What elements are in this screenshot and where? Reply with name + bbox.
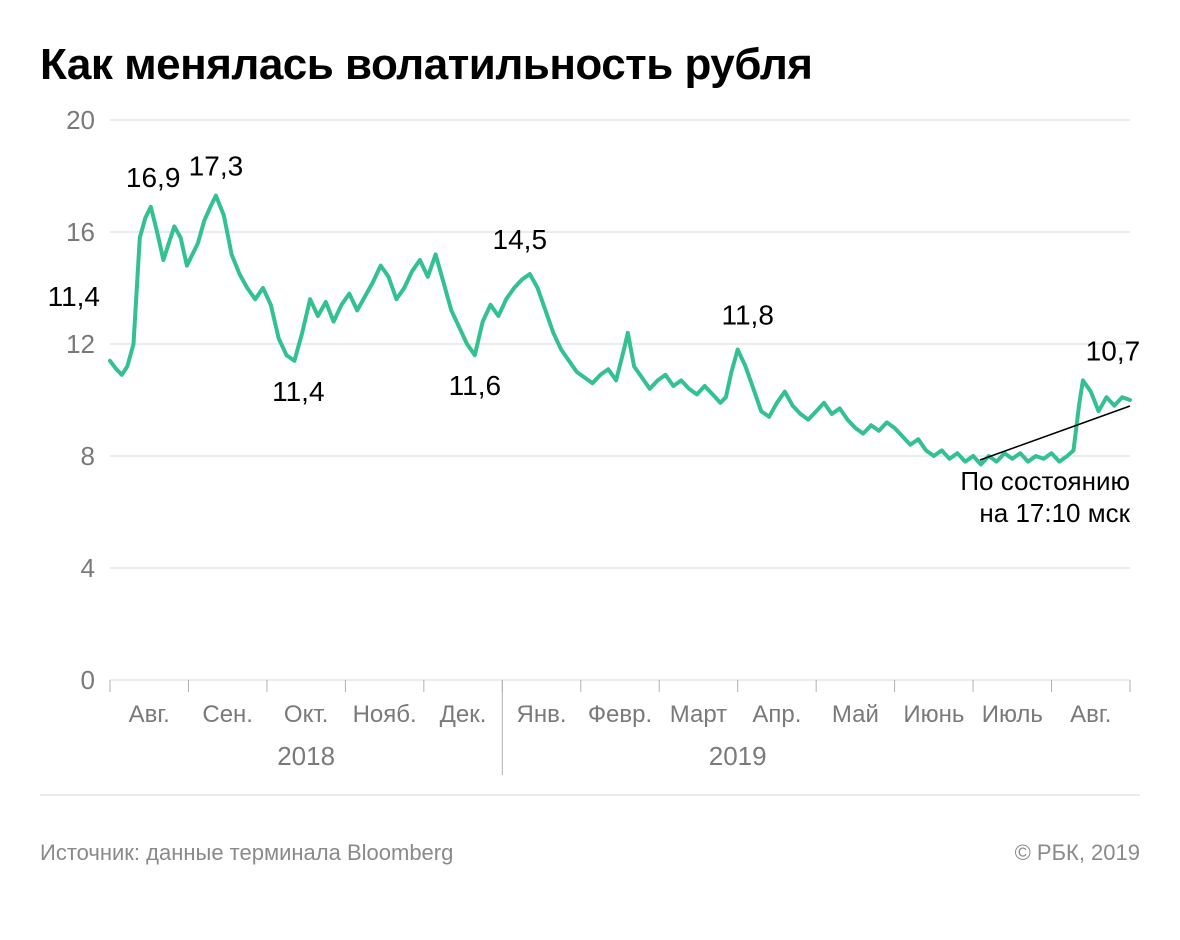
value-annotation: 11,6	[449, 370, 501, 401]
x-month-label: Март	[670, 701, 727, 728]
y-tick-label: 12	[66, 329, 95, 359]
x-month-label: Дек.	[440, 701, 487, 728]
x-month-label: Февр.	[588, 701, 652, 728]
x-month-label: Авг.	[129, 701, 170, 728]
value-annotation: 11,4	[272, 376, 324, 407]
value-annotation: 14,5	[493, 224, 548, 255]
value-annotation: 11,8	[721, 300, 773, 331]
x-month-label: Нояб.	[353, 701, 417, 728]
y-tick-label: 0	[81, 665, 95, 695]
x-month-label: Апр.	[752, 701, 801, 728]
x-year-label: 2018	[277, 741, 335, 771]
note-text: на 17:10 мск	[979, 498, 1130, 528]
x-month-label: Июль	[982, 701, 1043, 728]
value-annotation: 17,3	[189, 151, 244, 182]
y-tick-label: 20	[66, 105, 95, 135]
value-annotation: 10,7	[1086, 335, 1140, 366]
y-tick-label: 16	[66, 217, 95, 247]
volatility-line-chart: 0 4 8 12 16 20 Авг. Сен. Окт. Нояб. Дек. Янв. Февр. М…	[40, 100, 1140, 820]
x-month-label: Окт.	[284, 701, 328, 728]
y-tick-label: 4	[81, 553, 95, 583]
x-month-label: Сен.	[202, 701, 253, 728]
chart-title: Как менялась волатильность рубля	[40, 40, 1140, 90]
note-pointer	[980, 406, 1130, 460]
chart-footer: Источник: данные терминала Bloomberg © Р…	[40, 820, 1140, 866]
x-month-label: Янв.	[517, 701, 567, 728]
x-month-label: Май	[832, 701, 879, 728]
x-month-label: Июнь	[903, 701, 964, 728]
chart-area: 0 4 8 12 16 20 Авг. Сен. Окт. Нояб. Дек. Янв. Февр. М…	[40, 100, 1140, 820]
note-text: По состоянию	[960, 466, 1130, 496]
value-annotation: 11,4	[48, 281, 100, 312]
source-label: Источник: данные терминала Bloomberg	[40, 840, 453, 866]
line-series	[110, 196, 1130, 465]
y-tick-label: 8	[81, 441, 95, 471]
value-annotation: 16,9	[126, 162, 181, 193]
x-year-label: 2019	[709, 741, 767, 771]
copyright-label: © РБК, 2019	[1015, 840, 1140, 866]
x-month-label: Авг.	[1070, 701, 1111, 728]
